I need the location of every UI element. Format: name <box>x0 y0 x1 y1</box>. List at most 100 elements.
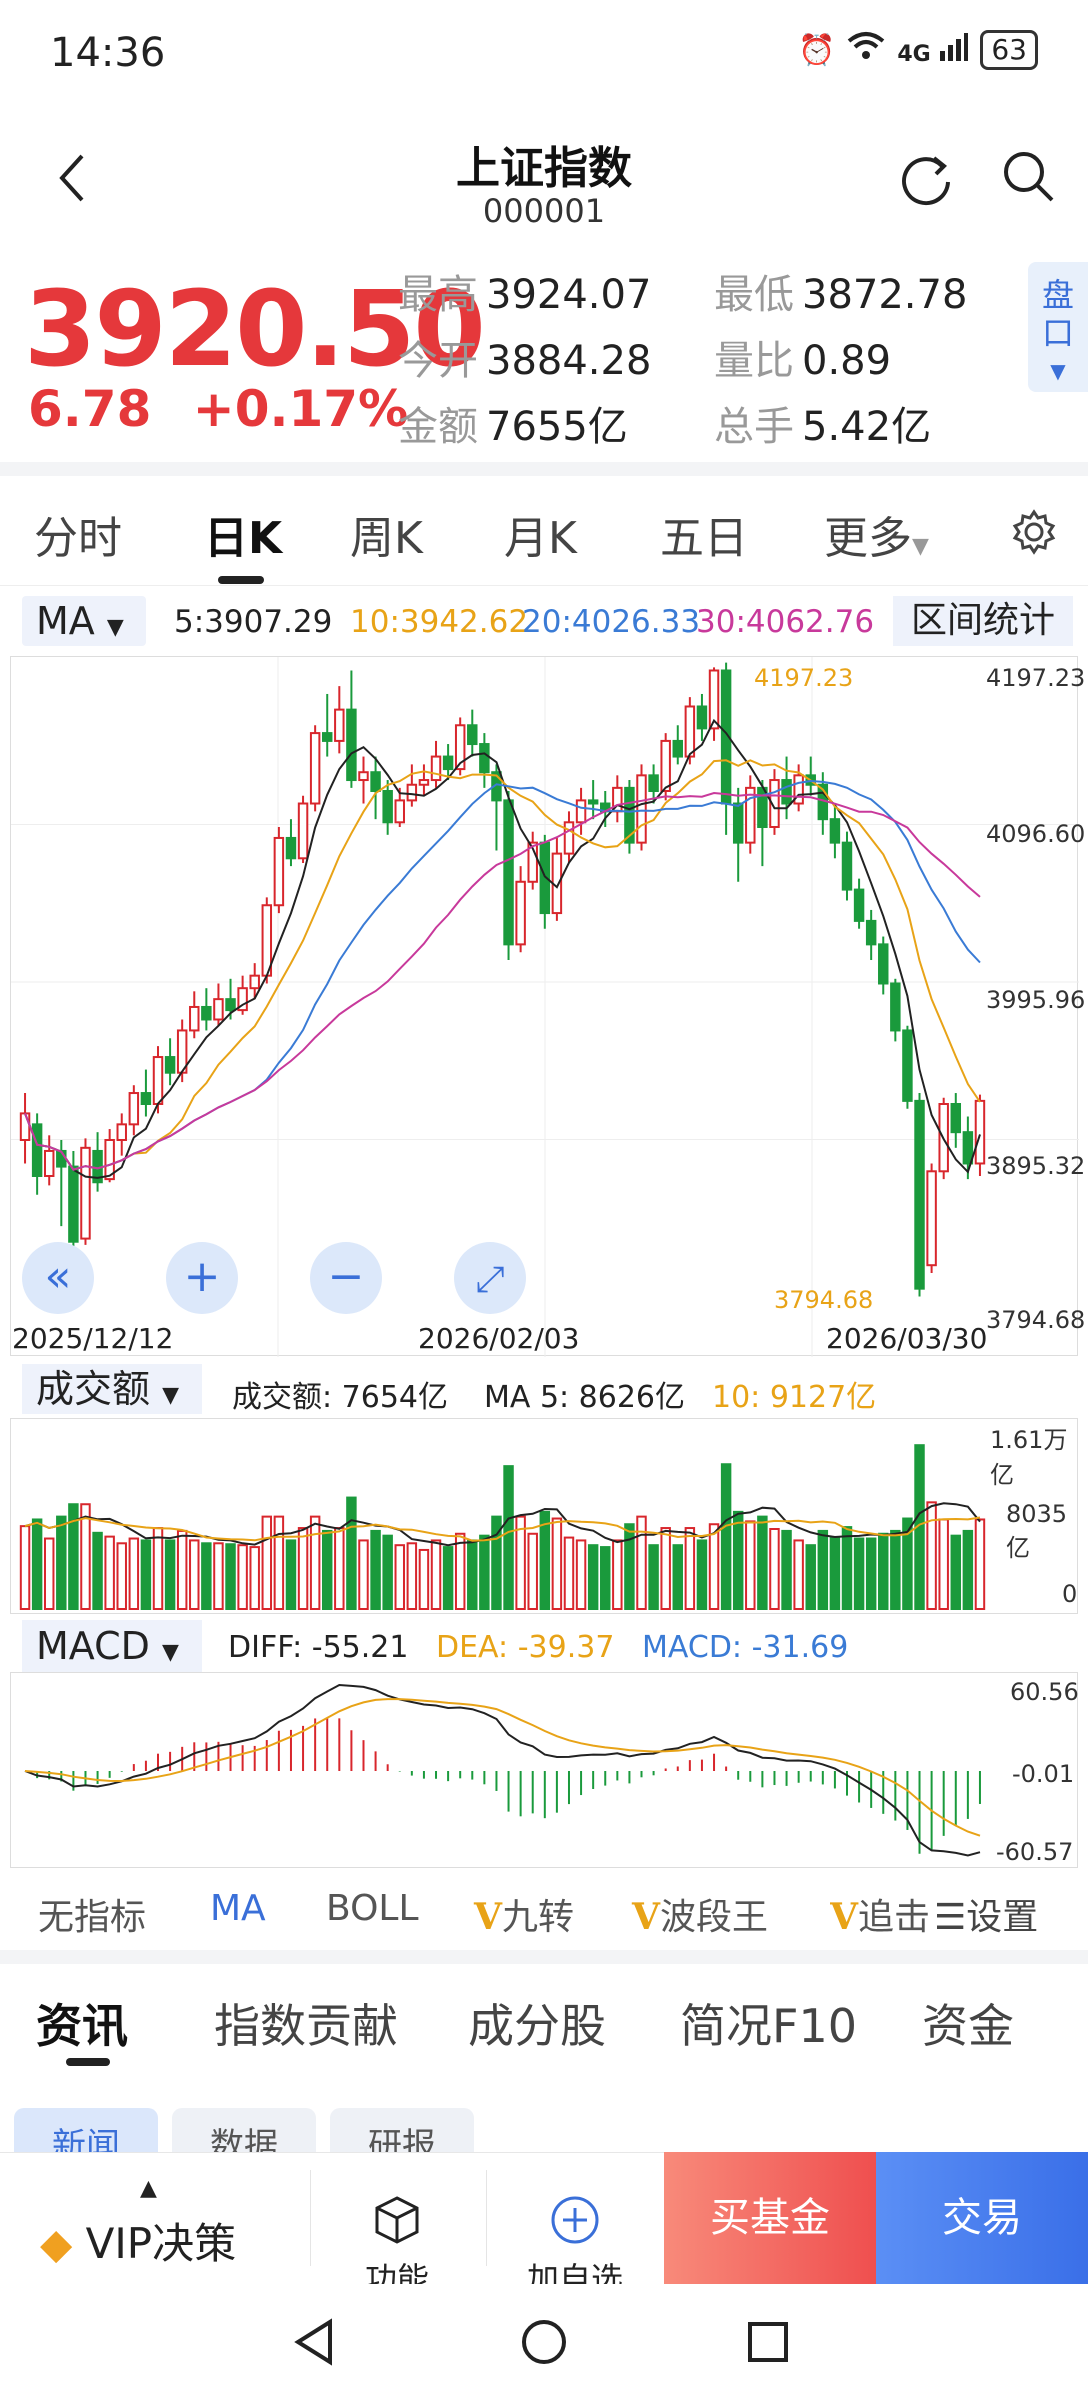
candle-body <box>249 974 260 990</box>
search-icon <box>1004 152 1054 202</box>
tab-daily-k[interactable]: 日K <box>204 513 283 564</box>
pankou-button[interactable]: 盘口 ▼ <box>1028 262 1088 392</box>
range-stats-button[interactable]: 区间统计 <box>893 596 1073 646</box>
candle-body <box>467 724 478 746</box>
info-tab-components[interactable]: 成分股 <box>468 1999 606 2053</box>
refresh-button[interactable] <box>896 148 956 208</box>
volume-bar <box>853 1537 865 1610</box>
caret-up-icon[interactable]: ▲ <box>140 2176 157 2201</box>
volume-bar <box>467 1539 478 1610</box>
nav-back-button[interactable] <box>290 2316 338 2372</box>
tab-weekly-k[interactable]: 周K <box>350 513 423 564</box>
volume-bar <box>370 1529 381 1610</box>
volume-bar <box>394 1544 405 1610</box>
back-button[interactable] <box>48 148 98 208</box>
candle-body <box>515 880 526 946</box>
volume-bar <box>454 1532 466 1610</box>
tab-monthly-k[interactable]: 月K <box>504 513 577 564</box>
tab-intraday[interactable]: 分时 <box>34 513 122 564</box>
candle-body <box>358 771 369 782</box>
nav-home-button[interactable] <box>518 2316 570 2372</box>
volume-bar <box>164 1539 176 1610</box>
volume-bar <box>68 1503 79 1610</box>
volume-ma-line <box>24 1502 981 1547</box>
indicator-chase[interactable]: V追击 <box>830 1896 930 1938</box>
candle-body <box>672 739 683 758</box>
ma5-value: 5:3907.29 <box>174 604 333 640</box>
volume-bar <box>309 1515 321 1610</box>
volume-bar <box>600 1546 611 1611</box>
info-tab-f10[interactable]: 简况F10 <box>680 1999 857 2053</box>
volume-bar <box>769 1528 780 1610</box>
volume-bar <box>757 1515 768 1610</box>
volume-bar <box>80 1503 91 1610</box>
y-tick: 3794.68 <box>986 1306 1086 1334</box>
volume-bar <box>225 1543 236 1610</box>
buy-fund-button[interactable]: 买基金 <box>664 2152 876 2284</box>
volume-bar <box>696 1539 708 1610</box>
chevron-left-icon <box>59 154 84 202</box>
volume-bar <box>563 1536 575 1610</box>
vip-decision-button[interactable]: ◆ VIP决策 <box>40 2219 237 2268</box>
macd-dropdown[interactable]: MACD ▼ <box>22 1620 202 1672</box>
trade-button[interactable]: 交易 <box>876 2152 1088 2284</box>
volume-dropdown[interactable]: 成交额 ▼ <box>22 1364 202 1414</box>
indicator-wave-king[interactable]: V波段王 <box>632 1896 768 1938</box>
tab-five-day[interactable]: 五日 <box>660 513 748 564</box>
vol-y-tick: 1.61万亿 <box>990 1426 1068 1489</box>
ma20-value: 20:4026.33 <box>522 604 701 640</box>
indicator-ma[interactable]: MA <box>210 1888 266 1929</box>
indicator-boll[interactable]: BOLL <box>326 1888 419 1929</box>
zoom-in-button[interactable]: + <box>166 1242 238 1314</box>
indicator-none[interactable]: 无指标 <box>38 1897 147 1938</box>
macd-y-tick: -0.01 <box>1012 1760 1075 1788</box>
candle-body <box>878 943 889 985</box>
search-button[interactable] <box>1000 148 1056 204</box>
indicator-nine-turn[interactable]: V九转 <box>474 1896 574 1938</box>
volume-bar <box>781 1529 792 1610</box>
nav-recents-button[interactable] <box>744 2318 792 2370</box>
alarm-icon: ⏰ <box>797 32 836 68</box>
candle-body <box>575 799 587 824</box>
info-tab-funds[interactable]: 资金 <box>922 1999 1014 2053</box>
caret-down-icon: ▼ <box>106 615 124 640</box>
tab-more[interactable]: 更多▼ <box>824 513 929 564</box>
fullscreen-button[interactable]: ⤢ <box>454 1242 526 1314</box>
volume-bar <box>418 1548 430 1610</box>
zoom-out-button[interactable]: − <box>310 1242 382 1314</box>
ma5-line <box>24 718 981 1179</box>
stat-low: 最低 3872.78 <box>714 272 968 318</box>
scroll-left-button[interactable]: « <box>22 1242 94 1314</box>
triangle-back-icon <box>294 2318 332 2366</box>
stat-ratio: 量比 0.89 <box>714 338 892 384</box>
info-tab-news[interactable]: 资讯 <box>36 1999 128 2053</box>
macd-chart[interactable] <box>10 1672 1078 1868</box>
volume-bar <box>285 1539 297 1610</box>
kline-chart[interactable] <box>10 656 1079 1357</box>
chart-settings-button[interactable] <box>1010 508 1058 556</box>
indicator-settings-button[interactable]: ☰设置 <box>934 1888 1039 1940</box>
minus-icon: − <box>327 1251 365 1302</box>
candle-body <box>237 987 248 1012</box>
candle-body <box>853 888 865 922</box>
volume-bar <box>660 1527 671 1610</box>
candle-body <box>285 836 297 860</box>
page-title: 上证指数 <box>456 143 632 194</box>
volume-bar <box>322 1529 333 1610</box>
volume-bar <box>938 1518 949 1610</box>
ma-dropdown[interactable]: MA ▼ <box>22 596 146 646</box>
candle-body <box>890 982 901 1032</box>
candle-body <box>636 774 647 844</box>
volume-bar <box>950 1534 962 1610</box>
candle-body <box>684 705 696 758</box>
volume-bar <box>745 1520 756 1610</box>
volume-chart[interactable] <box>10 1418 1078 1614</box>
candle-body <box>43 1149 55 1177</box>
candle-body <box>80 1146 91 1240</box>
battery-indicator: 63 <box>980 30 1038 70</box>
stat-open: 今开 3884.28 <box>398 338 652 384</box>
info-tab-contribution[interactable]: 指数贡献 <box>214 1999 398 2053</box>
candle-body <box>406 783 418 802</box>
candle-body <box>962 1131 974 1165</box>
volume-ma10: 10: 9127亿 <box>712 1380 877 1415</box>
